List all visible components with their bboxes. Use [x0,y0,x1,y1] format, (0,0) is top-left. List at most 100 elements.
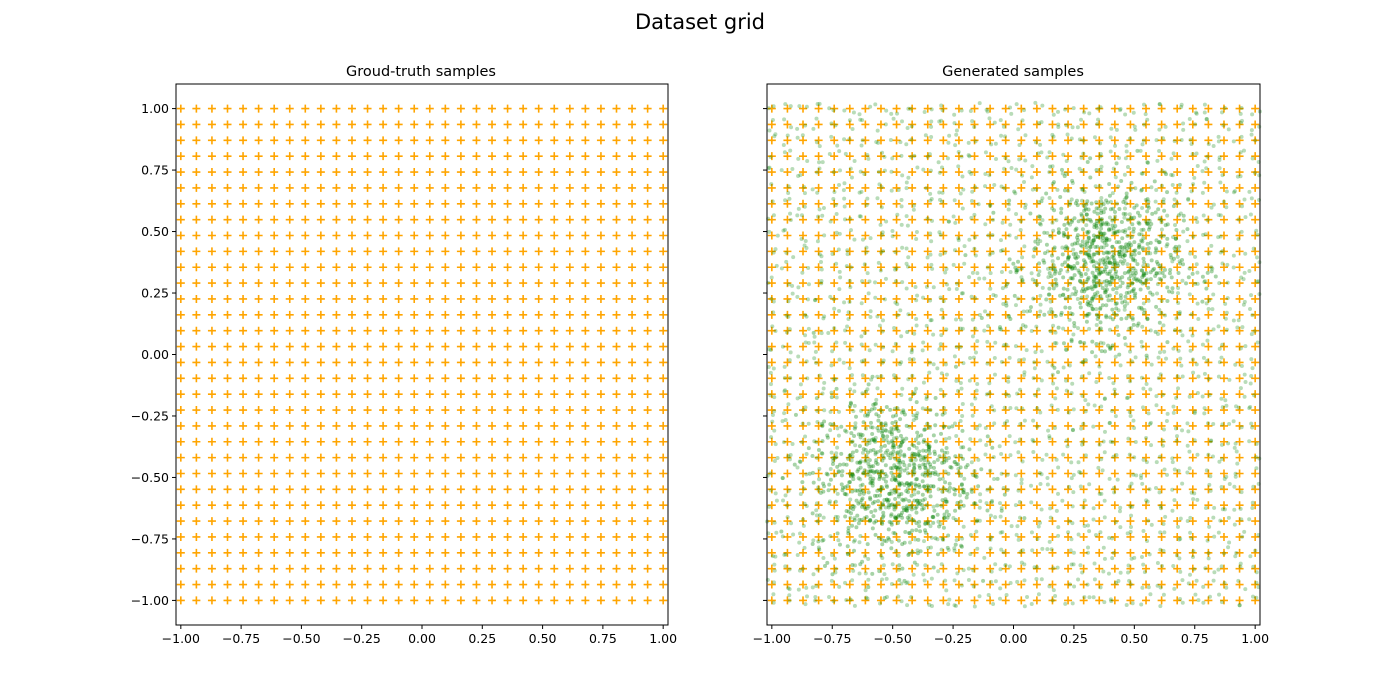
ground-truth-point [581,358,590,367]
generated-point [836,247,841,252]
ground-truth-point [488,199,497,208]
ground-truth-point [876,453,885,462]
ground-truth-point [488,152,497,161]
ground-truth-point [1048,564,1057,573]
generated-point [1030,187,1035,192]
generated-point [1158,372,1163,377]
ground-truth-point [441,485,450,494]
generated-point [1126,242,1131,247]
generated-point [798,382,803,387]
generated-point [859,504,864,509]
generated-point [1164,244,1169,249]
generated-point [1193,592,1198,597]
ground-truth-point [332,564,341,573]
generated-point [1117,352,1122,357]
generated-point [987,173,992,178]
ground-truth-point [347,136,356,145]
generated-point [1132,124,1137,129]
ground-truth-point [503,168,512,177]
ground-truth-point [503,580,512,589]
generated-point [910,442,915,447]
generated-point [1205,154,1210,159]
ground-truth-point [519,152,528,161]
generated-point [925,442,930,447]
ground-truth-point [1048,247,1057,256]
ground-truth-point [565,263,574,272]
ground-truth-point [503,437,512,446]
generated-point [907,513,912,518]
generated-point [1146,411,1151,416]
generated-markers [765,100,1262,609]
ground-truth-point [1079,263,1088,272]
generated-point [1097,279,1102,284]
generated-point [1042,312,1047,317]
generated-point [1086,286,1091,291]
generated-point [893,477,898,482]
ground-truth-point [425,469,434,478]
ground-truth-point [1219,183,1228,192]
ground-truth-point [301,342,310,351]
ground-truth-point [441,120,450,129]
generated-point [767,128,772,133]
generated-point [847,137,852,142]
generated-point [1131,288,1136,293]
generated-point [799,236,804,241]
ground-truth-point [425,215,434,224]
generated-point [1086,229,1091,234]
generated-point [1124,143,1129,148]
generated-point [953,143,958,148]
generated-point [833,123,838,128]
ground-truth-point [1001,183,1010,192]
generated-point [1112,210,1117,215]
generated-point [1060,498,1065,503]
ground-truth-point [1048,548,1057,557]
generated-point [1176,468,1181,473]
generated-point [1061,286,1066,291]
ground-truth-point [316,358,325,367]
ground-truth-point [363,358,372,367]
ground-truth-point [783,199,792,208]
ground-truth-point [410,136,419,145]
ground-truth-point [767,580,776,589]
generated-point [1080,570,1085,575]
generated-point [947,597,952,602]
ground-truth-point [254,358,263,367]
generated-point [874,397,879,402]
generated-point [1128,582,1133,587]
generated-point [1154,394,1159,399]
generated-point [1024,348,1029,353]
ground-truth-point [1126,358,1135,367]
generated-point [971,355,976,360]
generated-point [1110,440,1115,445]
ground-truth-point [596,215,605,224]
generated-point [999,133,1004,138]
ground-truth-point [223,120,232,129]
ground-truth-point [425,247,434,256]
generated-point [1087,326,1092,331]
ground-truth-point [954,199,963,208]
ground-truth-point [565,310,574,319]
generated-point [938,197,943,202]
ground-truth-point [767,374,776,383]
ground-truth-point [1188,358,1197,367]
generated-point [1131,256,1136,261]
generated-point [1255,232,1260,237]
generated-point [879,553,884,558]
generated-point [782,227,787,232]
generated-point [1207,393,1212,398]
generated-point [1050,310,1055,315]
ground-truth-point [534,421,543,430]
ground-truth-point [830,564,839,573]
generated-point [1080,187,1085,192]
generated-point [1096,117,1101,122]
generated-point [791,255,796,260]
generated-point [1148,270,1153,275]
ground-truth-point [456,199,465,208]
ground-truth-point [596,390,605,399]
generated-point [1144,271,1149,276]
ground-truth-point [1126,326,1135,335]
generated-point [1160,438,1165,443]
generated-point [773,247,778,252]
ground-truth-point [1095,406,1104,415]
ground-truth-point [379,390,388,399]
